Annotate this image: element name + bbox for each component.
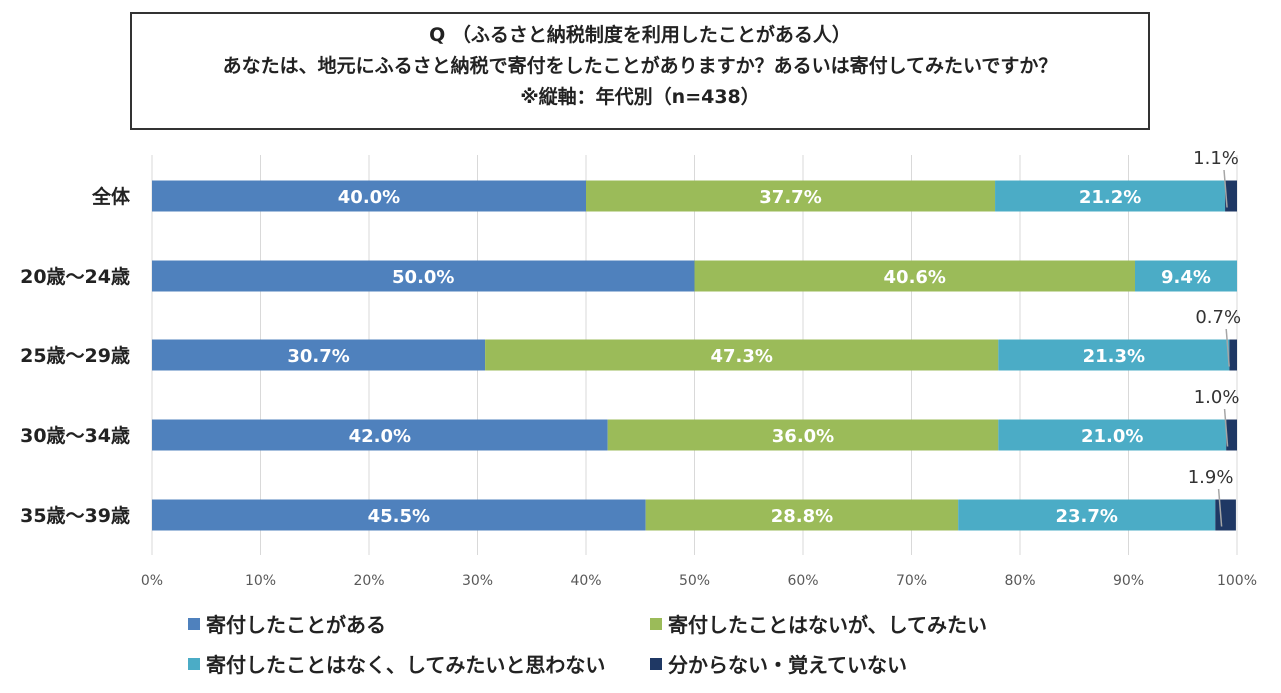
title-line-1: Q （ふるさと納税制度を利用したことがある人）	[429, 24, 851, 46]
data-label-outside: 1.9%	[1188, 467, 1234, 488]
legend-swatch-3	[650, 657, 662, 670]
category-label: 20歳～24歳	[20, 266, 130, 288]
x-tick-label: 90%	[1113, 573, 1144, 589]
data-label: 21.2%	[1079, 187, 1141, 208]
bar-segment	[152, 180, 586, 212]
data-label-outside: 1.0%	[1194, 387, 1240, 408]
data-label: 42.0%	[349, 426, 411, 447]
leader-line	[1223, 169, 1228, 208]
bar-segment	[998, 419, 1227, 451]
bar-segment	[1229, 339, 1237, 371]
legend-label-2: 寄付したことはなく、してみたいと思わない	[206, 653, 606, 677]
bar-segment	[694, 260, 1136, 292]
bar-segment	[485, 339, 999, 371]
data-label: 36.0%	[772, 426, 834, 447]
bar-segment	[998, 339, 1230, 371]
x-tick-label: 50%	[679, 573, 710, 589]
x-tick-label: 70%	[896, 573, 927, 589]
legend-item-0: 寄付したことがある	[188, 609, 386, 638]
bar-segment	[152, 339, 486, 371]
category-label: 35歳～39歳	[20, 505, 130, 527]
data-label: 40.6%	[884, 267, 946, 288]
data-label: 21.3%	[1083, 346, 1145, 367]
data-label: 28.8%	[771, 506, 833, 527]
chart-title-box: Q （ふるさと納税制度を利用したことがある人） あなたは、地元にふるさと納税で寄…	[130, 12, 1150, 130]
bar-segment	[607, 419, 999, 451]
stacked-bar-chart: 0% 10% 20% 30% 40% 50% 60% 70% 80% 90% 100% 全体 20歳～2…	[20, 148, 1257, 589]
x-tick-label: 10%	[245, 573, 276, 589]
bar-segment	[1226, 419, 1237, 451]
data-label: 50.0%	[392, 267, 454, 288]
category-label: 25歳～29歳	[20, 345, 130, 367]
legend-item-2: 寄付したことはなく、してみたいと思わない	[188, 649, 605, 678]
data-label: 45.5%	[368, 506, 430, 527]
data-label-outside: 0.7%	[1195, 307, 1241, 328]
data-label-outside: 1.1%	[1193, 148, 1239, 169]
bar-segment	[152, 260, 695, 292]
bar-segment	[645, 499, 959, 531]
data-label: 23.7%	[1056, 506, 1118, 527]
bar-segment	[1225, 180, 1237, 212]
legend-swatch-2	[188, 657, 200, 670]
legend-item-1: 寄付したことはないが、してみたい	[650, 609, 987, 638]
legend-swatch-0	[188, 617, 200, 630]
bar-segment	[586, 180, 996, 212]
data-label: 47.3%	[710, 346, 772, 367]
bar-segment	[995, 180, 1226, 212]
leader-line	[1223, 408, 1229, 447]
legend-item-3: 分からない・覚えていない	[650, 649, 907, 678]
x-tick-label: 40%	[570, 573, 601, 589]
title-line-3: ※縦軸：年代別（n=438）	[520, 86, 760, 108]
data-label: 40.0%	[338, 187, 400, 208]
x-tick-label: 0%	[141, 573, 163, 589]
bar-segment	[152, 419, 608, 451]
leader-line	[1225, 328, 1230, 367]
title-line-2: あなたは、地元にふるさと納税で寄付をしたことがありますか？あるいは寄付してみたい…	[222, 55, 1058, 77]
bar-segment	[152, 499, 646, 531]
x-tick-label: 80%	[1004, 573, 1035, 589]
data-label: 37.7%	[759, 187, 821, 208]
legend-label-1: 寄付したことはないが、してみたい	[668, 613, 987, 637]
x-tick-label: 60%	[787, 573, 818, 589]
data-label: 9.4%	[1161, 267, 1211, 288]
x-tick-label: 30%	[462, 573, 493, 589]
bar-segment	[1135, 260, 1237, 292]
legend-label-0: 寄付したことがある	[206, 613, 386, 637]
legend-swatch-1	[650, 617, 662, 630]
leader-line	[1217, 488, 1223, 527]
x-tick-label: 100%	[1217, 573, 1257, 589]
data-label: 21.0%	[1081, 426, 1143, 447]
x-tick-label: 20%	[353, 573, 384, 589]
bar-segment	[1215, 499, 1236, 531]
category-label: 30歳～34歳	[20, 425, 130, 447]
legend-label-3: 分からない・覚えていない	[668, 653, 907, 677]
data-label: 30.7%	[287, 346, 349, 367]
bar-segment	[958, 499, 1216, 531]
category-label: 全体	[91, 185, 131, 208]
